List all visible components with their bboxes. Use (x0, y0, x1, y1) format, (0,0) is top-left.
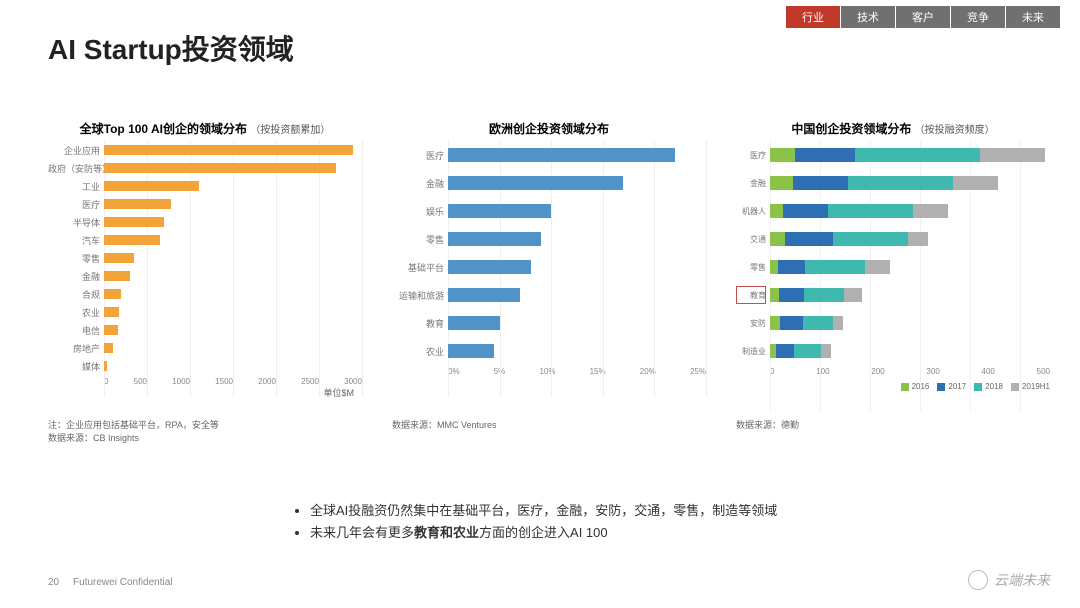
chart3-legend: 2016201720182019H1 (736, 382, 1050, 391)
chart2-row: 医疗 (392, 141, 706, 169)
highlight-box (736, 286, 766, 304)
summary-bullets: 全球AI投融资仍然集中在基础平台，医疗，金融，安防，交通，零售，制造等领域未来几… (310, 500, 777, 544)
chart1-row: 房地产 (48, 339, 362, 357)
chart3-row: 金融 (736, 169, 1050, 197)
chart2-title: 欧洲创企投资领域分布 (392, 120, 706, 137)
chart1-row: 农业 (48, 303, 362, 321)
chart3-area: 医疗金融机器人交通零售教育安防制造业0100200300400500201620… (736, 141, 1050, 411)
chart1-row: 金融 (48, 267, 362, 285)
chart1-row: 汽车 (48, 231, 362, 249)
chart1-row: 医疗 (48, 195, 362, 213)
chart3-row: 医疗 (736, 141, 1050, 169)
nav-tab-2[interactable]: 客户 (896, 6, 950, 28)
slide-footer: 20 Futurewei Confidential (48, 577, 173, 588)
chart2-area: 医疗金融娱乐零售基础平台运输和旅游教育农业0%5%10%15%20%25% (392, 141, 706, 411)
chart3-row: 教育 (736, 281, 1050, 309)
chart3-row: 安防 (736, 309, 1050, 337)
top-nav: 行业技术客户竞争未来 (785, 6, 1060, 28)
charts-row: 全球Top 100 AI创企的领域分布 （按投资额累加） 企业应用政府（安防等）… (48, 120, 1050, 444)
chart3-title: 中国创企投资领域分布 （按投融资频度） (736, 120, 1050, 137)
chart2-row: 金融 (392, 169, 706, 197)
chart3-panel: 中国创企投资领域分布 （按投融资频度） 医疗金融机器人交通零售教育安防制造业01… (736, 120, 1050, 444)
page-title: AI Startup投资领域 (48, 28, 294, 68)
nav-tab-1[interactable]: 技术 (841, 6, 895, 28)
chart1-row: 企业应用 (48, 141, 362, 159)
chart2-row: 娱乐 (392, 197, 706, 225)
chart3-row: 交通 (736, 225, 1050, 253)
watermark: 云端未来 (968, 570, 1050, 590)
chart3-row: 制造业 (736, 337, 1050, 365)
chart1-area: 企业应用政府（安防等）工业医疗半导体汽车零售金融合规农业电信房地产媒体05001… (48, 141, 362, 411)
chart2-row: 农业 (392, 337, 706, 365)
chart1-row: 政府（安防等） (48, 159, 362, 177)
chart1-title: 全球Top 100 AI创企的领域分布 （按投资额累加） (48, 120, 362, 137)
chart1-row: 工业 (48, 177, 362, 195)
nav-tab-0[interactable]: 行业 (786, 6, 840, 28)
chart3-footer: 数据来源：德勤 (736, 419, 1050, 432)
chart1-row: 半导体 (48, 213, 362, 231)
chart1-footer: 注：企业应用包括基础平台，RPA，安全等 数据来源：CB Insights (48, 419, 362, 444)
chart2-panel: 欧洲创企投资领域分布 医疗金融娱乐零售基础平台运输和旅游教育农业0%5%10%1… (392, 120, 706, 444)
chart2-row: 基础平台 (392, 253, 706, 281)
chart1-row: 电信 (48, 321, 362, 339)
watermark-icon (968, 570, 988, 590)
chart1-row: 零售 (48, 249, 362, 267)
chart2-row: 运输和旅游 (392, 281, 706, 309)
chart3-row: 机器人 (736, 197, 1050, 225)
chart2-row: 教育 (392, 309, 706, 337)
chart1-row: 媒体 (48, 357, 362, 375)
chart3-row: 零售 (736, 253, 1050, 281)
chart1-row: 合规 (48, 285, 362, 303)
chart1-panel: 全球Top 100 AI创企的领域分布 （按投资额累加） 企业应用政府（安防等）… (48, 120, 362, 444)
chart2-footer: 数据来源：MMC Ventures (392, 419, 706, 432)
chart2-row: 零售 (392, 225, 706, 253)
nav-tab-3[interactable]: 竞争 (951, 6, 1005, 28)
nav-tab-4[interactable]: 未来 (1006, 6, 1060, 28)
